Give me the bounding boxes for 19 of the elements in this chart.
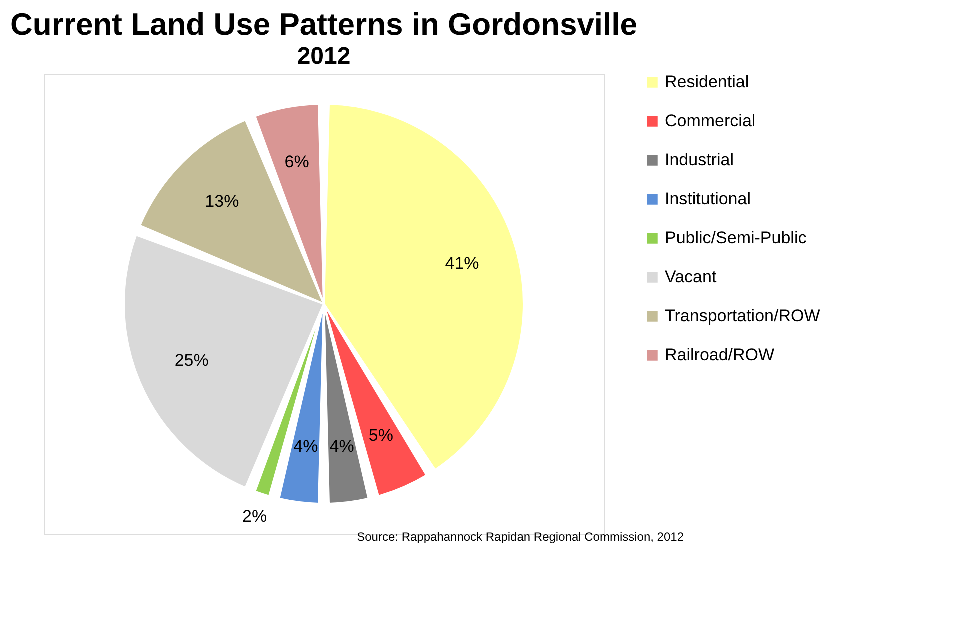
data-label: 4% — [294, 436, 318, 456]
legend-label: Institutional — [665, 190, 751, 208]
data-label: 6% — [284, 152, 310, 172]
source-note: Source: Rappahannock Rapidan Regional Commission, 2012 — [357, 530, 684, 544]
data-label: 5% — [368, 426, 394, 446]
chart-subtitle: 2012 — [297, 43, 351, 70]
legend-label: Vacant — [665, 268, 717, 286]
data-label: 41% — [445, 254, 480, 273]
data-label: 4% — [330, 436, 354, 456]
legend-label: Residential — [665, 72, 750, 92]
data-label: 25% — [174, 351, 209, 370]
data-label: 13% — [205, 192, 240, 212]
legend-label: Commercial — [665, 112, 756, 130]
data-label: 2% — [242, 507, 268, 526]
legend-label: Public/Semi-Public — [665, 228, 808, 248]
legend-label: Industrial — [665, 150, 734, 170]
chart-title: Current Land Use Patterns in Gordonsville — [10, 7, 638, 42]
legend-label: Railroad/ROW — [665, 346, 775, 364]
legend-label: Transportation/ROW — [665, 306, 820, 326]
